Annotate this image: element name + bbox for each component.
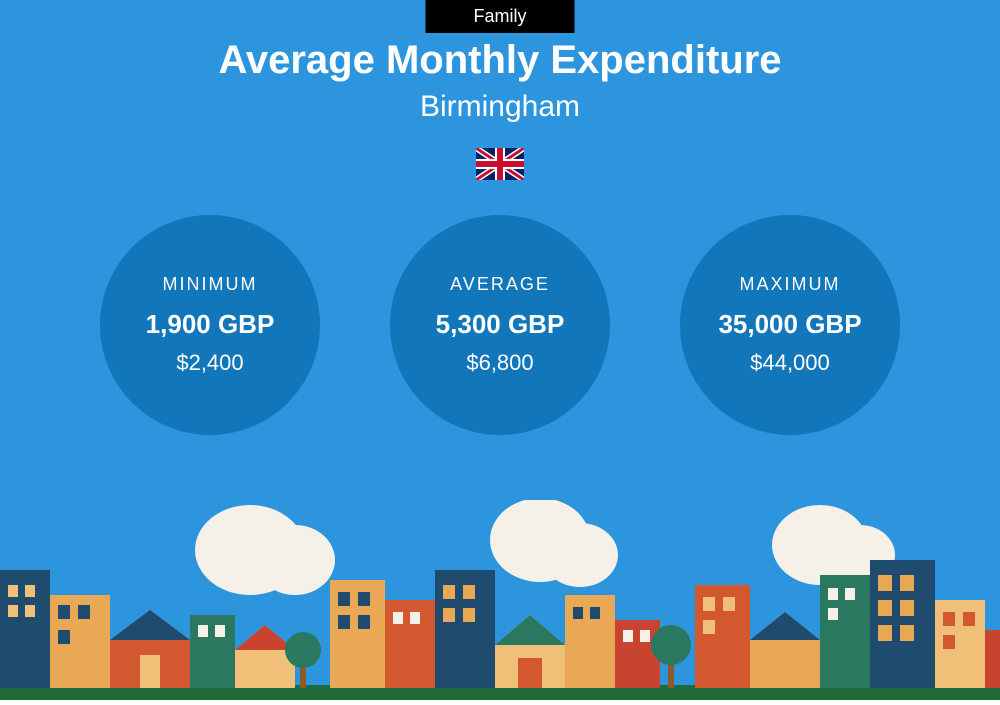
badge-label: Family [474, 6, 527, 26]
stat-secondary-value: $2,400 [176, 350, 243, 376]
stat-secondary-value: $44,000 [750, 350, 830, 376]
stat-circle-average: AVERAGE 5,300 GBP $6,800 [390, 215, 610, 435]
stat-circle-minimum: MINIMUM 1,900 GBP $2,400 [100, 215, 320, 435]
uk-flag-icon [476, 148, 524, 180]
stats-row: MINIMUM 1,900 GBP $2,400 AVERAGE 5,300 G… [0, 215, 1000, 435]
category-badge: Family [426, 0, 575, 33]
city-name: Birmingham [0, 90, 1000, 124]
stat-circle-maximum: MAXIMUM 35,000 GBP $44,000 [680, 215, 900, 435]
stat-primary-value: 1,900 GBP [146, 309, 275, 340]
stat-label: MAXIMUM [740, 274, 841, 295]
stat-primary-value: 35,000 GBP [718, 309, 861, 340]
stat-primary-value: 5,300 GBP [436, 309, 565, 340]
page-title: Average Monthly Expenditure [0, 38, 1000, 83]
infographic-container: Family Average Monthly Expenditure Birmi… [0, 0, 1000, 700]
stat-label: MINIMUM [163, 274, 258, 295]
stat-secondary-value: $6,800 [466, 350, 533, 376]
cityscape-illustration [0, 500, 1000, 700]
stat-label: AVERAGE [450, 274, 550, 295]
